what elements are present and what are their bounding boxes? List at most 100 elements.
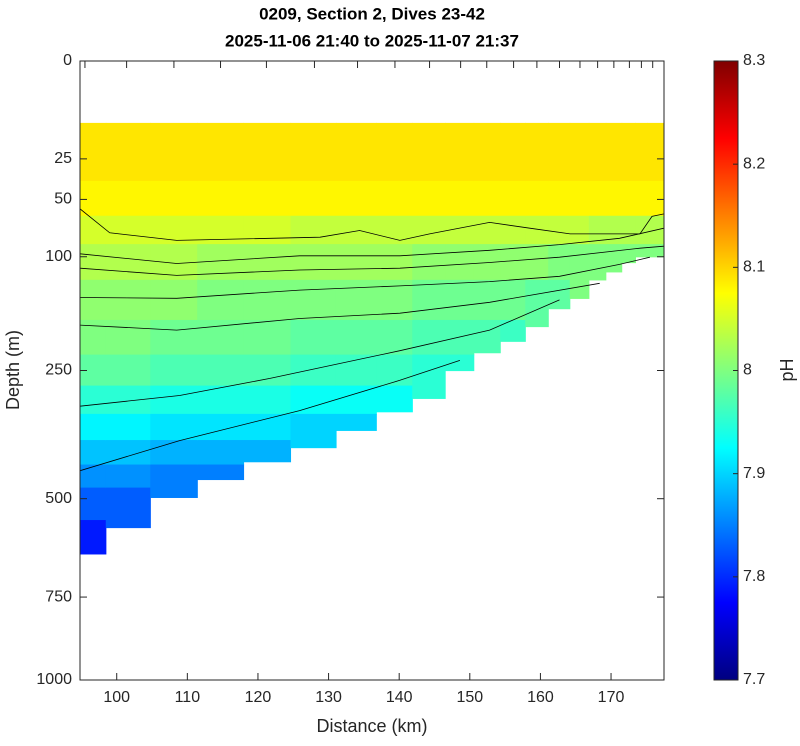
ph-cell bbox=[243, 215, 292, 245]
ph-cell bbox=[197, 142, 245, 182]
x-tick-label: 160 bbox=[527, 689, 554, 706]
ph-cell bbox=[647, 142, 664, 182]
ph-cell bbox=[569, 180, 590, 217]
ph-cell bbox=[548, 122, 571, 144]
ph-cell bbox=[445, 319, 475, 356]
ph-cell bbox=[647, 180, 664, 217]
ph-cell bbox=[500, 122, 526, 144]
ph-cell bbox=[243, 440, 292, 463]
x-tick-label: 120 bbox=[245, 689, 272, 706]
ph-cell bbox=[243, 180, 292, 217]
x-axis-label: Distance (km) bbox=[316, 716, 427, 736]
ph-cell bbox=[150, 180, 198, 217]
ph-cell bbox=[376, 244, 413, 281]
ph-cell bbox=[80, 520, 107, 555]
ph-cell bbox=[150, 354, 198, 387]
ph-cell bbox=[548, 244, 571, 281]
contour-lines bbox=[80, 208, 664, 472]
ph-cell bbox=[105, 440, 151, 466]
ph-cell bbox=[290, 319, 337, 356]
ph-cell bbox=[335, 385, 377, 415]
ph-cell bbox=[290, 279, 337, 321]
y-tick-label: 0 bbox=[63, 52, 72, 69]
ph-cell bbox=[105, 319, 151, 356]
ph-cell bbox=[80, 180, 107, 217]
x-tick-label: 170 bbox=[598, 689, 625, 706]
ph-cell bbox=[290, 244, 337, 281]
ph-cell bbox=[335, 142, 377, 182]
y-tick-label: 25 bbox=[54, 150, 72, 167]
ph-cell bbox=[548, 215, 571, 245]
ph-cell bbox=[105, 180, 151, 217]
ph-cell bbox=[412, 142, 446, 182]
chart-title: 0209, Section 2, Dives 23-42 bbox=[259, 4, 485, 23]
ph-cell bbox=[243, 319, 292, 356]
ph-cell bbox=[605, 180, 623, 217]
ph-cell bbox=[412, 180, 446, 217]
contour-line bbox=[80, 282, 600, 331]
ph-cell bbox=[500, 279, 526, 321]
ph-cell bbox=[290, 413, 337, 449]
ph-cell bbox=[243, 244, 292, 281]
ph-cell bbox=[621, 215, 637, 245]
ph-cell bbox=[412, 122, 446, 144]
ph-cell bbox=[525, 180, 549, 217]
ph-cell bbox=[80, 464, 107, 489]
ph-cell bbox=[621, 122, 637, 144]
ph-cell bbox=[445, 354, 475, 372]
ph-cell bbox=[376, 122, 413, 144]
ph-cell bbox=[290, 354, 337, 387]
ph-cell bbox=[525, 122, 549, 144]
ph-cell bbox=[335, 215, 377, 245]
ph-cell bbox=[105, 464, 151, 489]
ph-cell bbox=[105, 122, 151, 144]
ph-cell bbox=[588, 142, 607, 182]
ph-cell bbox=[105, 244, 151, 281]
ph-cell bbox=[473, 180, 501, 217]
ph-cell bbox=[647, 122, 664, 144]
ph-cell bbox=[335, 122, 377, 144]
ph-cell bbox=[588, 244, 607, 281]
ph-cell bbox=[621, 142, 637, 182]
ph-cell bbox=[80, 279, 107, 321]
ph-cell bbox=[243, 279, 292, 321]
ph-cell bbox=[105, 279, 151, 321]
ph-cell bbox=[635, 122, 648, 144]
ph-cell bbox=[197, 440, 245, 466]
contour-line bbox=[80, 256, 650, 299]
ph-cell bbox=[376, 354, 413, 387]
ph-cell bbox=[588, 215, 607, 245]
x-tick-label: 150 bbox=[456, 689, 483, 706]
y-tick-label: 1000 bbox=[36, 671, 72, 688]
y-axis-label: Depth (m) bbox=[3, 330, 23, 410]
ph-cell bbox=[412, 354, 446, 399]
ph-cell bbox=[473, 142, 501, 182]
ph-cell bbox=[569, 142, 590, 182]
ph-cell bbox=[376, 215, 413, 245]
ph-cell bbox=[335, 319, 377, 356]
ph-cell bbox=[525, 215, 549, 245]
colorbar-tick-label: 7.9 bbox=[743, 465, 765, 482]
ph-cell bbox=[376, 319, 413, 356]
ph-cell bbox=[150, 142, 198, 182]
ph-cell bbox=[243, 385, 292, 415]
y-tick-label: 750 bbox=[45, 588, 72, 605]
ph-cell bbox=[445, 244, 475, 281]
ph-cell bbox=[500, 142, 526, 182]
ph-cell bbox=[525, 244, 549, 281]
ph-cell bbox=[412, 279, 446, 321]
ph-cell bbox=[290, 122, 337, 144]
ph-cell bbox=[525, 279, 549, 328]
ph-cell bbox=[150, 385, 198, 415]
ph-cell bbox=[335, 244, 377, 281]
ph-cell bbox=[243, 142, 292, 182]
ph-cell bbox=[243, 354, 292, 387]
y-tick-label: 50 bbox=[54, 191, 72, 208]
ph-cell bbox=[335, 279, 377, 321]
ph-cell bbox=[197, 354, 245, 387]
ph-cell bbox=[445, 180, 475, 217]
ph-cell bbox=[105, 487, 151, 529]
ph-cell bbox=[335, 354, 377, 387]
ph-cell bbox=[588, 180, 607, 217]
ph-cell bbox=[548, 180, 571, 217]
